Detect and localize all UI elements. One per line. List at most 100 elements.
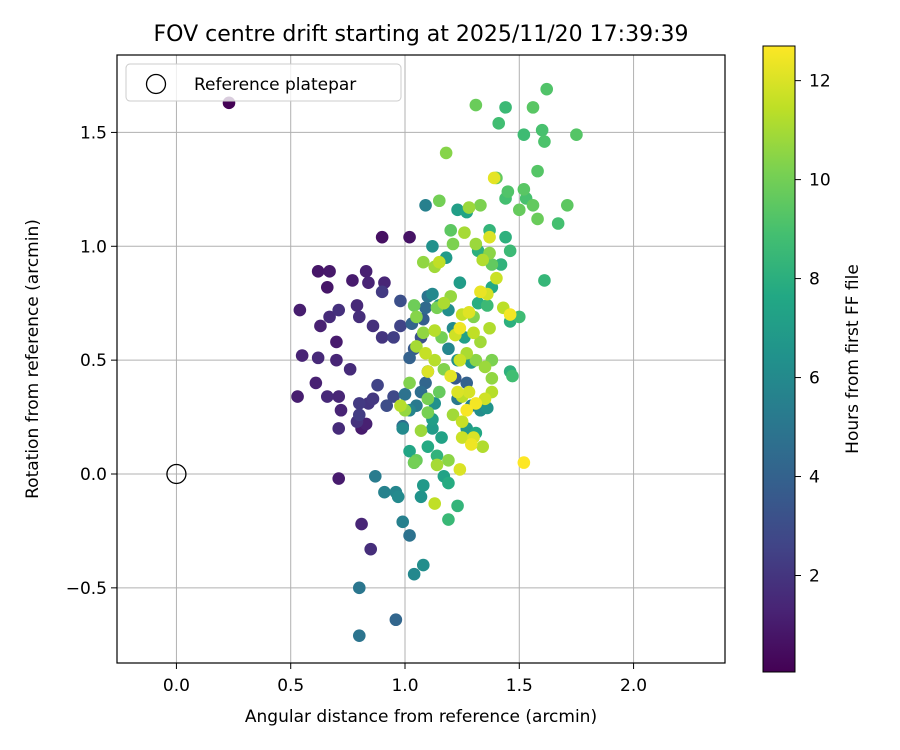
data-point (517, 456, 531, 469)
data-point (451, 385, 464, 399)
data-point (462, 201, 476, 214)
data-point (311, 351, 325, 365)
data-point (453, 321, 467, 335)
data-point (375, 230, 389, 244)
data-point (394, 319, 407, 333)
data-point (499, 101, 512, 114)
data-point (332, 303, 346, 317)
data-point (430, 458, 444, 472)
data-point (396, 422, 410, 435)
y-tick-label: −0.5 (66, 579, 107, 599)
legend-box (125, 63, 402, 102)
data-point (414, 490, 428, 504)
data-point (560, 198, 574, 212)
data-point (352, 629, 366, 642)
data-point (398, 387, 412, 401)
reference-marker (166, 463, 187, 485)
y-axis-ticks: −0.5 0.0 0.5 1.0 1.5 (66, 123, 117, 599)
data-point (421, 440, 435, 453)
x-axis-ticks: 0.0 0.5 1.0 1.5 2.0 (163, 663, 647, 696)
data-points (222, 82, 583, 642)
chart-title: FOV centre drift starting at 2025/11/20 … (154, 22, 689, 47)
data-point (469, 353, 483, 367)
data-point (464, 438, 478, 451)
data-point (366, 319, 380, 333)
data-point (444, 224, 458, 237)
x-tick-label: 1.0 (391, 676, 418, 696)
data-point (506, 369, 519, 383)
data-point (291, 390, 304, 403)
data-point (332, 422, 346, 435)
data-point (474, 335, 487, 349)
data-point (378, 485, 391, 499)
data-point (343, 362, 357, 376)
data-point (330, 353, 343, 367)
data-point (492, 117, 506, 130)
data-point (460, 403, 474, 417)
data-point (368, 469, 382, 483)
data-point (432, 194, 446, 208)
data-point (462, 385, 476, 399)
data-point (416, 558, 430, 572)
reference-point (166, 463, 187, 485)
data-point (432, 255, 446, 269)
data-point (293, 303, 307, 317)
data-point (416, 326, 430, 340)
colorbar-tick-label: 8 (809, 270, 820, 290)
data-point (407, 456, 421, 469)
data-point (366, 392, 380, 406)
data-point (387, 331, 400, 344)
data-point (410, 310, 423, 324)
data-point (421, 406, 435, 419)
x-tick-label: 2.0 (620, 676, 647, 696)
data-point (476, 440, 490, 453)
data-point (453, 353, 467, 367)
data-point (478, 360, 492, 374)
data-point (538, 135, 551, 148)
data-point (442, 454, 455, 467)
data-point (446, 408, 460, 422)
data-point (512, 203, 526, 217)
data-point (446, 237, 460, 251)
data-point (352, 310, 366, 324)
data-point (410, 340, 423, 353)
data-point (469, 237, 483, 251)
data-point (407, 567, 421, 581)
data-point (483, 230, 496, 244)
data-point (476, 253, 490, 267)
data-point (407, 299, 421, 312)
data-point (469, 98, 483, 112)
data-point (503, 244, 517, 258)
data-point (430, 449, 444, 463)
data-point (334, 403, 348, 417)
data-point (352, 581, 366, 595)
data-point (444, 369, 458, 383)
data-point (403, 529, 416, 542)
colorbar-ticks: 2 4 6 8 10 12 (795, 72, 831, 587)
data-point (453, 463, 467, 476)
data-point (389, 613, 403, 627)
data-point (352, 408, 366, 422)
data-point (535, 123, 549, 137)
data-point (309, 376, 323, 390)
data-point (531, 212, 544, 226)
data-point (526, 198, 540, 212)
data-point (503, 308, 517, 321)
data-point (480, 299, 494, 312)
data-point (517, 183, 531, 196)
data-point (332, 472, 346, 485)
data-point (359, 265, 373, 278)
data-point (364, 542, 378, 556)
colorbar-tick-label: 10 (809, 171, 831, 191)
colorbar-gradient (762, 45, 796, 673)
data-point (403, 376, 416, 390)
data-point (437, 296, 451, 310)
data-point (323, 310, 336, 324)
data-point (442, 342, 455, 356)
x-tick-label: 0.0 (163, 676, 190, 696)
data-point (428, 353, 442, 367)
grid (117, 55, 725, 663)
legend-label: Reference platepar (194, 75, 356, 95)
data-point (442, 513, 455, 526)
